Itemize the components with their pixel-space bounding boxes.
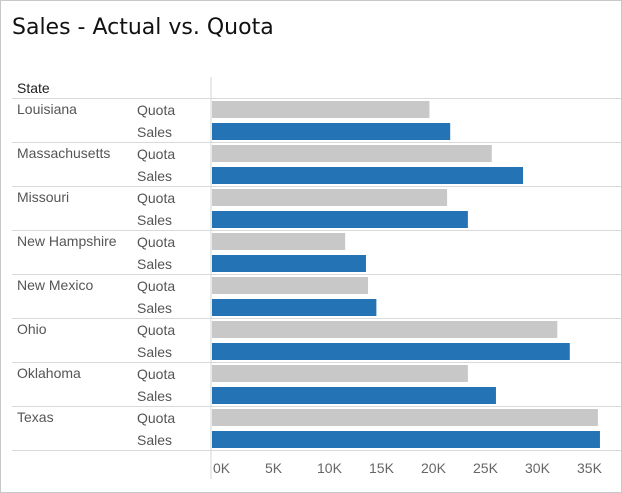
measure-label: Quota bbox=[137, 234, 175, 250]
measure-label: Quota bbox=[137, 410, 175, 426]
measure-label: Sales bbox=[137, 388, 172, 404]
measure-label: Sales bbox=[137, 256, 172, 272]
measure-label: Quota bbox=[137, 322, 175, 338]
x-tick-label: 5K bbox=[265, 460, 283, 476]
measure-label: Sales bbox=[137, 344, 172, 360]
measure-label: Sales bbox=[137, 432, 172, 448]
bars bbox=[212, 101, 600, 448]
measure-label: Quota bbox=[137, 278, 175, 294]
x-tick-label: 10K bbox=[317, 460, 343, 476]
state-label: Oklahoma bbox=[17, 365, 81, 381]
x-tick-label: 35K bbox=[577, 460, 603, 476]
x-tick-label: 15K bbox=[369, 460, 395, 476]
state-label: New Hampshire bbox=[17, 233, 117, 249]
x-axis: 0K 5K 10K 15K 20K 25K 30K 35K bbox=[213, 460, 603, 476]
measure-label: Sales bbox=[137, 212, 172, 228]
bar-sales bbox=[212, 123, 451, 140]
measure-label: Quota bbox=[137, 102, 175, 118]
bar-quota bbox=[212, 365, 468, 382]
chart-title: Sales - Actual vs. Quota bbox=[12, 15, 274, 40]
bar-quota bbox=[212, 145, 492, 162]
row-header-state: State bbox=[17, 80, 50, 96]
x-tick-label: 20K bbox=[421, 460, 447, 476]
bar-sales bbox=[212, 431, 600, 448]
measure-label: Sales bbox=[137, 124, 172, 140]
state-label: Missouri bbox=[17, 189, 69, 205]
state-label: Texas bbox=[17, 409, 54, 425]
bar-quota bbox=[212, 409, 598, 426]
bar-quota bbox=[212, 233, 346, 250]
bar-sales bbox=[212, 299, 377, 316]
state-label: Ohio bbox=[17, 321, 47, 337]
bar-quota bbox=[212, 101, 430, 118]
x-tick-label: 25K bbox=[473, 460, 499, 476]
bar-quota bbox=[212, 277, 369, 294]
bar-sales bbox=[212, 167, 523, 184]
bar-quota bbox=[212, 321, 558, 338]
bar-sales bbox=[212, 211, 468, 228]
x-tick-label: 0K bbox=[213, 460, 231, 476]
row-labels: Louisiana Quota Sales Massachusetts Quota Sal… bbox=[17, 101, 175, 448]
row-separators bbox=[12, 77, 621, 479]
measure-label: Quota bbox=[137, 146, 175, 162]
measure-label: Quota bbox=[137, 366, 175, 382]
bar-sales bbox=[212, 343, 570, 360]
measure-label: Quota bbox=[137, 190, 175, 206]
bar-sales bbox=[212, 387, 496, 404]
bar-sales bbox=[212, 255, 366, 272]
state-label: New Mexico bbox=[17, 277, 93, 293]
measure-label: Sales bbox=[137, 300, 172, 316]
x-tick-label: 30K bbox=[525, 460, 551, 476]
measure-label: Sales bbox=[137, 168, 172, 184]
state-label: Massachusetts bbox=[17, 145, 110, 161]
state-label: Louisiana bbox=[17, 101, 77, 117]
bar-quota bbox=[212, 189, 448, 206]
